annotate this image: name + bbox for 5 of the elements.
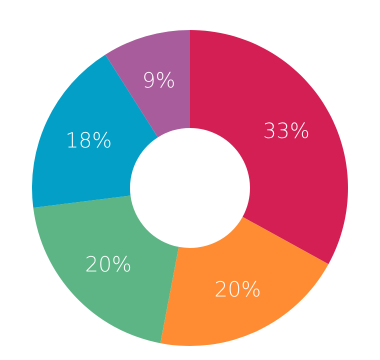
- data-label: 9%: [142, 68, 176, 92]
- data-label: 18%: [65, 128, 112, 152]
- data-label: 20%: [85, 252, 132, 277]
- data-label: 33%: [263, 118, 310, 143]
- data-label: 20%: [214, 277, 262, 302]
